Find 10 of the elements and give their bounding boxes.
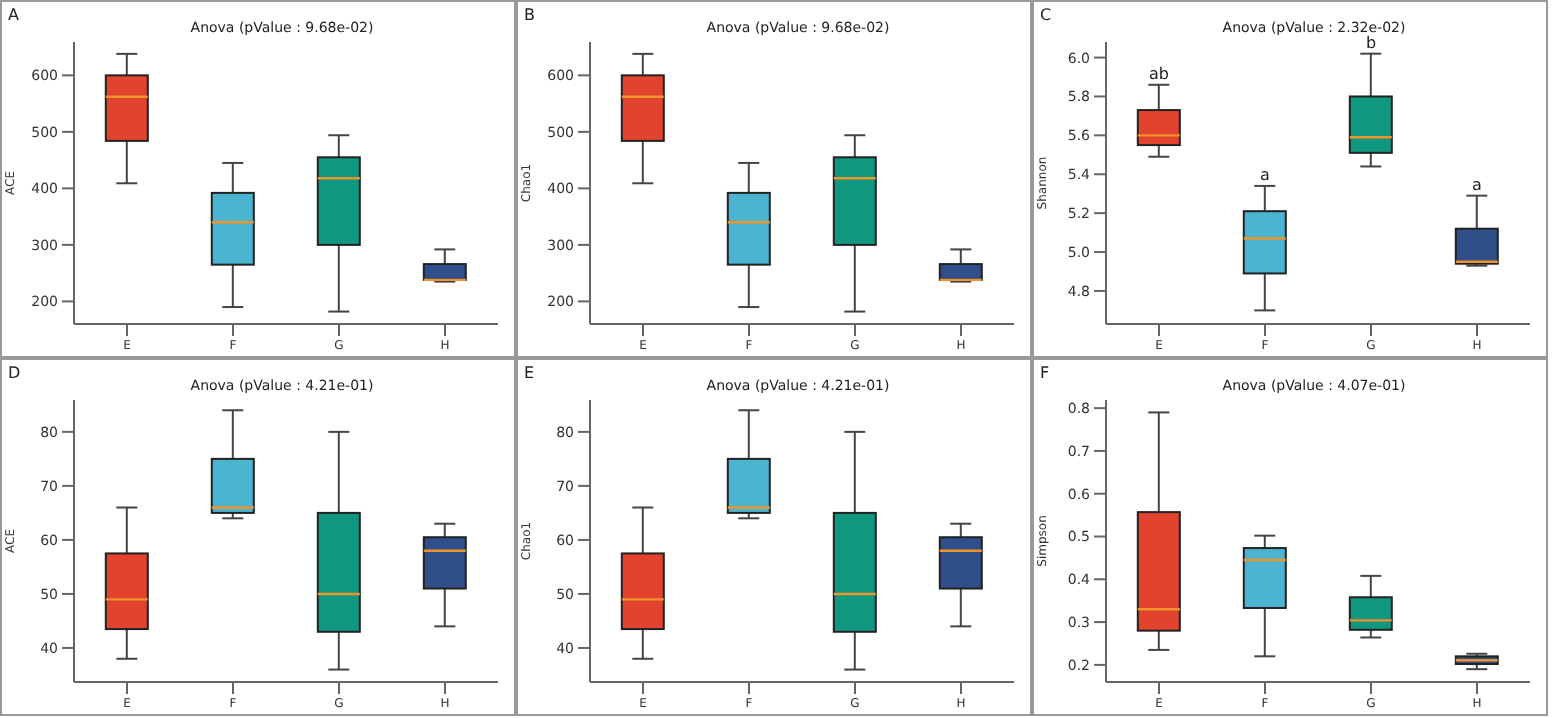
annotation: b <box>1365 33 1377 52</box>
text: E <box>524 364 535 382</box>
text: A <box>8 6 19 24</box>
text: C <box>1040 6 1052 24</box>
annotation: ab <box>1149 64 1169 83</box>
annotation: a <box>1472 175 1483 194</box>
annotation: a <box>1260 165 1271 184</box>
text: D <box>8 364 21 382</box>
text: F <box>1040 364 1050 382</box>
text: B <box>524 6 535 24</box>
